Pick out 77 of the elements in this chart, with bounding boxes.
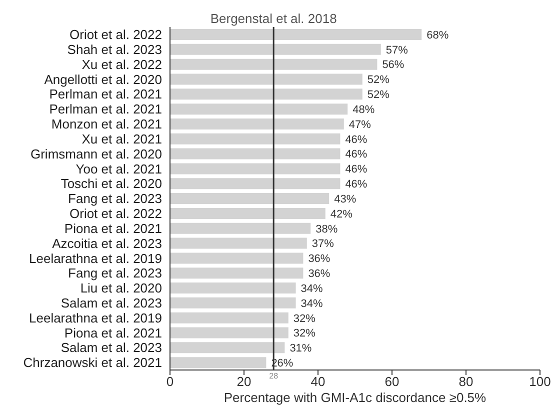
data-label: 68% (426, 29, 449, 42)
x-tick-label: 40 (310, 374, 326, 390)
x-tick-label: 100 (529, 374, 551, 390)
data-label: 34% (300, 282, 324, 295)
ref-line-label: 28 (269, 372, 279, 381)
data-label: 42% (330, 208, 353, 220)
bar (170, 342, 285, 354)
bar (170, 44, 381, 55)
y-tick-label: Perlman et al. 2021 (49, 86, 162, 102)
y-tick-label: Shah et al. 2023 (67, 42, 162, 57)
bar (170, 74, 362, 85)
x-tick-label: 20 (236, 374, 252, 390)
bar (170, 88, 362, 100)
y-tick-label: Toschi et al. 2020 (60, 176, 162, 192)
data-label: 47% (348, 118, 372, 131)
bar (170, 58, 378, 70)
data-label: 46% (345, 134, 368, 146)
bar (170, 327, 288, 338)
x-tick-label: 0 (166, 374, 174, 390)
data-label: 36% (308, 268, 330, 280)
y-tick-label: Leelarathna et al. 2019 (29, 250, 162, 266)
x-axis-title: Percentage with GMI-A1c discordance ≥0.5% (224, 390, 487, 405)
data-label: 34% (300, 298, 324, 310)
bar (170, 357, 266, 368)
y-tick-label: Oriot et al. 2022 (70, 27, 162, 42)
text: Bergenstal et al. 2018 (210, 11, 337, 26)
bar (170, 118, 344, 130)
data-label: 46% (345, 164, 368, 176)
bar (170, 133, 340, 144)
data-label: 46% (345, 178, 368, 191)
y-tick-label: Chrzanowski et al. 2021 (23, 355, 162, 370)
y-tick-label: Salam et al. 2023 (60, 296, 162, 311)
bar (170, 29, 422, 40)
y-tick-label: Xu et al. 2022 (82, 56, 162, 72)
y-tick-label: Fang et al. 2023 (68, 191, 162, 206)
bar (170, 193, 330, 204)
data-label: 52% (367, 74, 390, 86)
y-tick-label: Grimsmann et al. 2020 (30, 146, 162, 162)
y-tick-label: Oriot et al. 2022 (70, 206, 162, 222)
y-tick-label: Fang et al. 2023 (68, 266, 162, 281)
data-label: 57% (386, 44, 408, 56)
data-label: 38% (316, 223, 338, 236)
y-tick-label: Perlman et al. 2021 (49, 102, 162, 117)
y-tick-label: Piona et al. 2021 (64, 220, 162, 236)
y-tick-label: Monzon et al. 2021 (51, 116, 162, 132)
bar (170, 268, 304, 279)
bar (170, 312, 288, 324)
data-label: 32% (293, 312, 316, 325)
data-label: 32% (293, 328, 316, 340)
y-tick-label: Angellotti et al. 2020 (44, 72, 162, 87)
y-tick-label: Salam et al. 2023 (60, 340, 162, 356)
data-label: 31% (290, 342, 312, 355)
data-label: 48% (352, 104, 375, 116)
bar (170, 297, 296, 308)
y-tick-label: Xu et al. 2021 (82, 131, 162, 146)
x-tick-label: 60 (384, 374, 400, 390)
bar (170, 222, 311, 234)
bar (170, 238, 307, 249)
data-label: 36% (308, 253, 330, 266)
y-tick-label: Azcoitia et al. 2023 (52, 236, 162, 251)
y-tick-label: Piona et al. 2021 (64, 325, 162, 340)
bar (170, 178, 340, 190)
y-tick-label: Liu et al. 2020 (80, 280, 162, 296)
data-label: 46% (345, 148, 368, 161)
x-tick-label: 80 (458, 374, 474, 390)
bar (170, 148, 340, 160)
data-label: 43% (334, 193, 356, 206)
y-tick-label: Yoo et al. 2021 (76, 161, 162, 176)
bar (170, 163, 340, 174)
bar (170, 252, 304, 264)
data-label: 37% (312, 238, 334, 250)
y-tick-label: Leelarathna et al. 2019 (29, 310, 162, 326)
data-label: 56% (382, 59, 404, 72)
bar (170, 104, 348, 115)
bar (170, 208, 326, 219)
bar (170, 282, 296, 294)
data-label: 52% (367, 89, 390, 102)
